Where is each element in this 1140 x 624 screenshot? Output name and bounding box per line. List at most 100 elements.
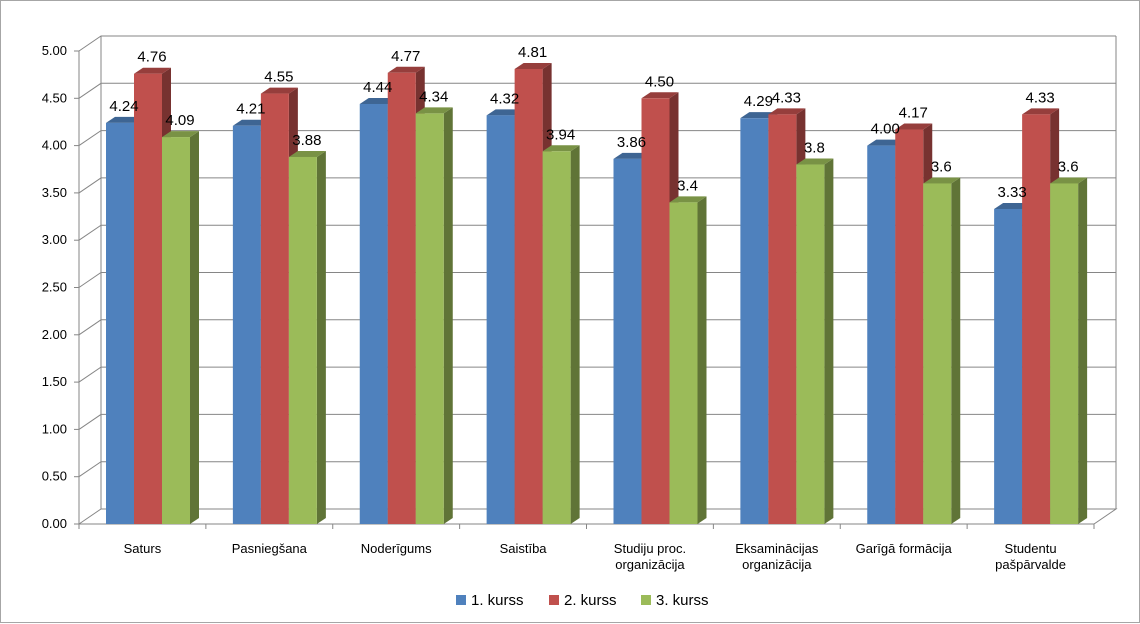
x-tick-label: Pasniegšana <box>232 541 308 556</box>
data-label: 3.88 <box>292 132 321 149</box>
bar <box>232 125 261 524</box>
bar-side <box>1078 177 1088 524</box>
bar <box>923 183 952 524</box>
bar-top <box>359 97 397 104</box>
bar-top <box>514 62 552 69</box>
x-tick-label-line: Noderīgums <box>361 541 432 556</box>
data-label: 4.76 <box>137 49 166 66</box>
data-label: 4.09 <box>165 112 194 129</box>
x-tick-label: Studiju proc. organizācija <box>614 541 686 572</box>
x-tick-label-line: organizācija <box>742 557 812 572</box>
bar-top <box>641 92 679 99</box>
data-label: 4.81 <box>518 44 547 61</box>
bar-top <box>387 66 425 73</box>
data-label: 4.55 <box>264 69 293 86</box>
data-label: 4.50 <box>645 73 674 90</box>
bar-top <box>740 112 778 119</box>
bar <box>260 93 289 524</box>
bar <box>415 113 444 524</box>
x-tick-label: Studentu pašpārvalde <box>995 541 1066 572</box>
bar-top <box>669 196 707 203</box>
bar <box>1050 183 1079 524</box>
bar <box>162 137 190 524</box>
bar-side <box>951 177 961 524</box>
gridline <box>78 82 1116 99</box>
bar <box>796 164 825 524</box>
y-tick-label: 4.50 <box>42 90 67 105</box>
bar-top <box>260 87 298 94</box>
y-tick-label: 2.00 <box>42 327 67 342</box>
x-tick-label: Saturs <box>124 541 162 556</box>
x-tick-label: Noderīgums <box>361 541 432 556</box>
data-label: 4.29 <box>744 93 773 110</box>
gridlines <box>78 35 1116 478</box>
x-tick-label: Eksaminācijas organizācija <box>735 541 819 572</box>
x-tick-label: Garīgā formācija <box>856 541 953 556</box>
bar <box>641 98 670 525</box>
legend-swatch <box>456 595 466 605</box>
data-label: 4.44 <box>363 79 392 96</box>
x-tick-label-line: Saistība <box>500 541 548 556</box>
bar-top <box>162 131 199 138</box>
bar <box>867 145 896 524</box>
y-tick-label: 3.00 <box>42 232 67 247</box>
data-label: 4.34 <box>419 88 448 105</box>
y-tick-label: 1.50 <box>42 374 67 389</box>
y-tick-label: 2.50 <box>42 280 67 295</box>
data-label: 3.94 <box>546 126 575 143</box>
x-tick-label-line: Garīgā formācija <box>856 541 953 556</box>
bar-top <box>134 67 171 74</box>
bar-top <box>923 177 961 184</box>
y-tick-label: 4.00 <box>42 138 67 153</box>
bar-top <box>486 109 524 116</box>
x-tick-label-line: Studentu <box>1005 541 1057 556</box>
data-label: 3.8 <box>804 140 825 157</box>
legend-swatch <box>641 595 651 605</box>
legend-swatch <box>549 595 559 605</box>
legend-label: 2. kurss <box>564 592 617 609</box>
bar-side <box>190 131 199 524</box>
x-axis-ticks: Saturs Pasniegšana Noderīgums Saistība Studi… <box>78 524 1095 572</box>
bar-top <box>613 152 651 159</box>
bar-side <box>824 158 834 524</box>
data-label: 3.6 <box>931 158 952 175</box>
legend-label: 1. kurss <box>471 592 524 609</box>
y-tick-label: 0.50 <box>42 469 67 484</box>
bar-top <box>867 139 905 146</box>
y-tick-label: 0.00 <box>42 516 67 531</box>
legend-item: 3. kurss <box>641 592 709 609</box>
x-tick-label-line: organizācija <box>615 557 685 572</box>
legend-item: 1. kurss <box>456 592 524 609</box>
bar-top <box>1022 108 1060 115</box>
bar-top <box>106 116 143 123</box>
data-label: 4.17 <box>899 105 928 122</box>
y-axis-ticks: 0.00 0.50 1.00 1.50 2.00 2.50 3.00 3.50 4.00 4.50… <box>42 43 79 531</box>
bar <box>994 208 1023 524</box>
bar <box>542 151 571 524</box>
x-tick-label-line: Eksaminācijas <box>735 541 819 556</box>
legend: 1. kurss 2. kurss 3. kurss <box>456 592 709 609</box>
legend-label: 3. kurss <box>656 592 709 609</box>
bar <box>288 156 317 524</box>
data-label: 4.24 <box>109 98 138 115</box>
bars <box>106 62 1088 525</box>
bar-top <box>415 107 453 114</box>
bar <box>106 122 134 524</box>
x-tick-label: Saistība <box>500 541 548 556</box>
x-tick-label-line: Pasniegšana <box>232 541 308 556</box>
data-label: 4.21 <box>236 101 265 118</box>
bar <box>669 202 698 525</box>
bar <box>613 158 642 524</box>
y-tick-label: 1.00 <box>42 421 67 436</box>
bar-side <box>697 196 707 525</box>
bar <box>514 68 543 524</box>
bar-side <box>443 107 453 524</box>
data-label: 4.32 <box>490 90 519 107</box>
bar <box>134 73 162 524</box>
bar <box>740 118 769 524</box>
y-tick-label: 3.50 <box>42 185 67 200</box>
bar-top <box>796 158 834 165</box>
bar-top <box>1050 177 1088 184</box>
x-tick-label-line: Studiju proc. <box>614 541 686 556</box>
data-label: 3.86 <box>617 134 646 151</box>
